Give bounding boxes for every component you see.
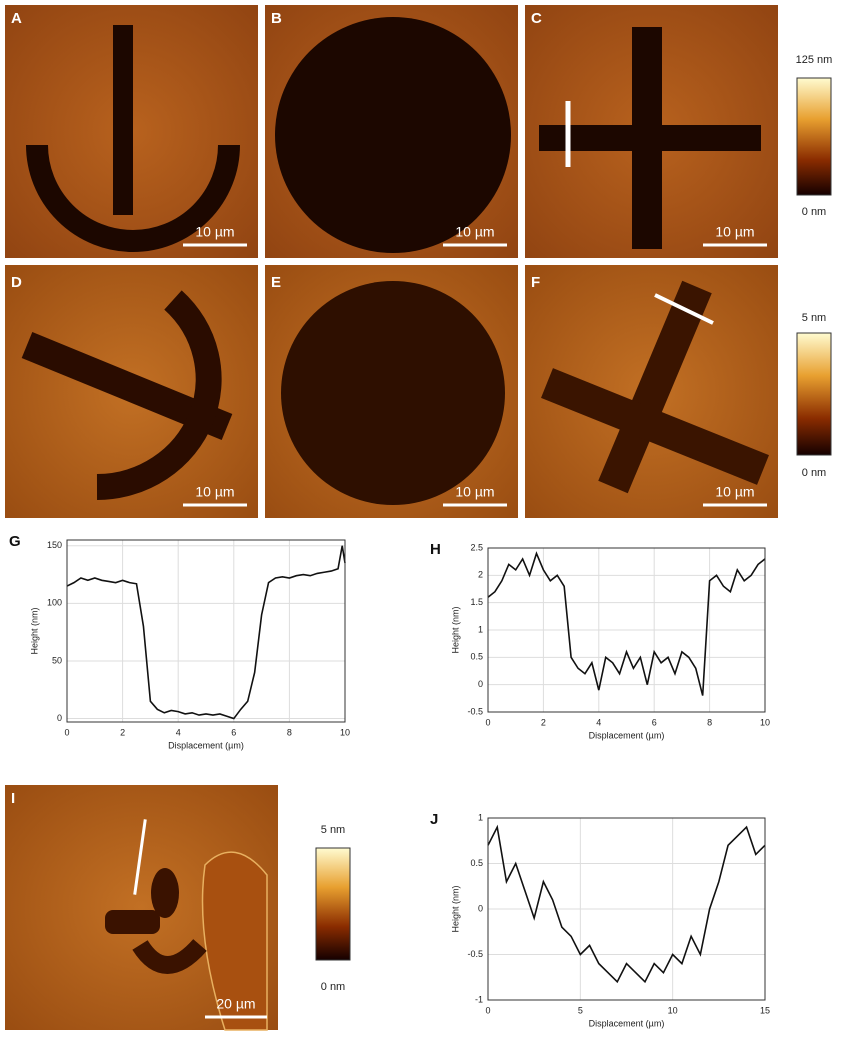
image-panel: A 10 µm xyxy=(5,5,258,258)
x-tick-label: 10 xyxy=(340,727,350,737)
colorbar: 5 nm 0 nm xyxy=(796,312,832,479)
panel-label: F xyxy=(531,274,540,291)
x-tick-label: 6 xyxy=(231,727,236,737)
x-tick-label: 0 xyxy=(485,1005,490,1015)
panel-label: B xyxy=(271,10,282,27)
colorbar-label: 5 nm xyxy=(321,824,345,836)
y-tick-label: 100 xyxy=(47,598,62,608)
y-axis-label: Height (nm) xyxy=(450,885,460,932)
y-tick-label: 2 xyxy=(478,570,483,580)
x-tick-label: 5 xyxy=(578,1005,583,1015)
data-line xyxy=(487,551,766,696)
x-axis-label: Displacement (µm) xyxy=(589,1018,665,1028)
colorbar: 125 nm 0 nm xyxy=(796,54,833,218)
x-tick-label: 4 xyxy=(176,727,181,737)
y-tick-label: 1 xyxy=(478,812,483,822)
y-tick-label: 0 xyxy=(478,903,483,913)
y-tick-label: -0.5 xyxy=(467,706,483,716)
colorbar-label: 0 nm xyxy=(321,981,345,993)
x-tick-label: 2 xyxy=(120,727,125,737)
panel-label: A xyxy=(11,10,22,27)
x-axis-label: Displacement (µm) xyxy=(589,730,665,740)
colorbar-label: 125 nm xyxy=(796,54,833,66)
y-tick-label: 0.5 xyxy=(470,652,483,662)
data-line xyxy=(487,824,766,984)
scale-bar-label: 10 µm xyxy=(455,484,494,500)
y-tick-label: 1 xyxy=(478,624,483,634)
colorbar-label: 5 nm xyxy=(802,312,826,324)
x-tick-label: 10 xyxy=(760,717,770,727)
panel-label: D xyxy=(11,274,22,291)
image-panel: F 10 µm xyxy=(525,265,778,518)
image-panel: I 20 µm xyxy=(5,785,278,1031)
plot-frame xyxy=(66,539,346,723)
image-panel: D 10 µm xyxy=(5,265,258,518)
y-tick-label: 0.5 xyxy=(470,858,483,868)
y-tick-label: 2.5 xyxy=(470,542,483,552)
y-tick-label: 150 xyxy=(47,540,62,550)
panel-label: C xyxy=(531,10,542,27)
y-axis-label: Height (nm) xyxy=(450,606,460,653)
scale-bar-label: 20 µm xyxy=(216,996,255,1012)
y-tick-label: 50 xyxy=(52,655,62,665)
x-axis-label: Displacement (µm) xyxy=(168,740,244,750)
panel-label: I xyxy=(11,790,15,807)
x-tick-label: 15 xyxy=(760,1005,770,1015)
scale-bar-label: 10 µm xyxy=(715,484,754,500)
x-tick-label: 10 xyxy=(668,1005,678,1015)
y-tick-label: -1 xyxy=(475,994,483,1004)
y-tick-label: 1.5 xyxy=(470,597,483,607)
scale-bar-label: 10 µm xyxy=(715,224,754,240)
scale-bar-label: 10 µm xyxy=(195,224,234,240)
x-tick-label: 0 xyxy=(64,727,69,737)
x-tick-label: 8 xyxy=(707,717,712,727)
panel-label: G xyxy=(9,533,21,550)
panel-label: J xyxy=(430,811,438,828)
plot-frame xyxy=(487,547,766,713)
y-tick-label: 0 xyxy=(478,679,483,689)
panel-label: E xyxy=(271,274,281,291)
image-panel: C 10 µm xyxy=(525,5,778,258)
scale-bar-label: 10 µm xyxy=(455,224,494,240)
y-tick-label: 0 xyxy=(57,713,62,723)
image-panel: B 10 µm xyxy=(265,5,518,258)
plot-area xyxy=(66,539,346,723)
colorbar-label: 0 nm xyxy=(802,467,826,479)
panel-label: H xyxy=(430,541,441,558)
x-tick-label: 2 xyxy=(541,717,546,727)
colorbar-label: 0 nm xyxy=(802,206,826,218)
x-tick-label: 8 xyxy=(287,727,292,737)
image-panel: E 10 µm xyxy=(265,265,518,518)
y-axis-label: Height (nm) xyxy=(29,607,39,654)
scale-bar-label: 10 µm xyxy=(195,484,234,500)
x-tick-label: 6 xyxy=(652,717,657,727)
x-tick-label: 0 xyxy=(485,717,490,727)
plot-frame xyxy=(487,817,766,1001)
y-tick-label: -0.5 xyxy=(467,949,483,959)
colorbar: 5 nm 0 nm xyxy=(315,824,351,993)
x-tick-label: 4 xyxy=(596,717,601,727)
data-line xyxy=(66,545,346,720)
